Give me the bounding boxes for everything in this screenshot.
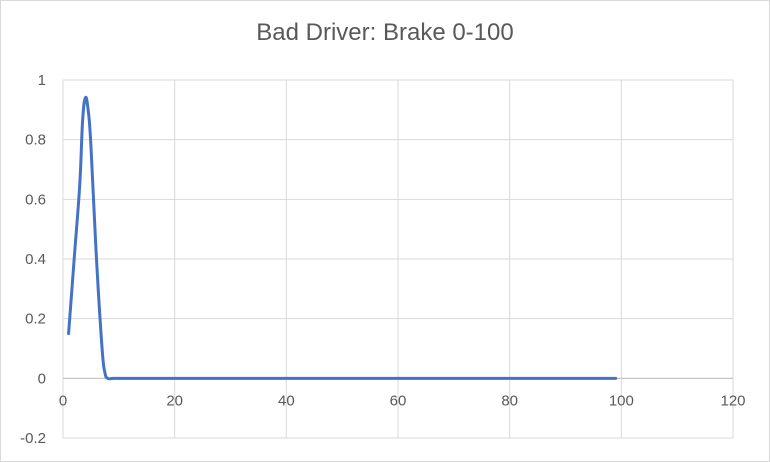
x-tick-label: 120	[720, 392, 745, 409]
y-tick-label: 0	[38, 370, 46, 387]
x-tick-label: 0	[59, 392, 67, 409]
x-tick-label: 40	[278, 392, 295, 409]
x-tick-label: 100	[609, 392, 634, 409]
y-tick-label: 0.2	[25, 311, 46, 328]
x-tick-label: 80	[501, 392, 518, 409]
chart-title: Bad Driver: Brake 0-100	[256, 19, 514, 46]
y-tick-label: 1	[38, 72, 46, 89]
x-tick-label: 60	[390, 392, 407, 409]
y-tick-label: 0.8	[25, 132, 46, 149]
x-tick-label: 20	[166, 392, 183, 409]
series-line	[67, 95, 618, 381]
y-tick-label: 0.6	[25, 191, 46, 208]
y-tick-label: -0.2	[20, 430, 46, 447]
y-tick-label: 0.4	[25, 251, 46, 268]
